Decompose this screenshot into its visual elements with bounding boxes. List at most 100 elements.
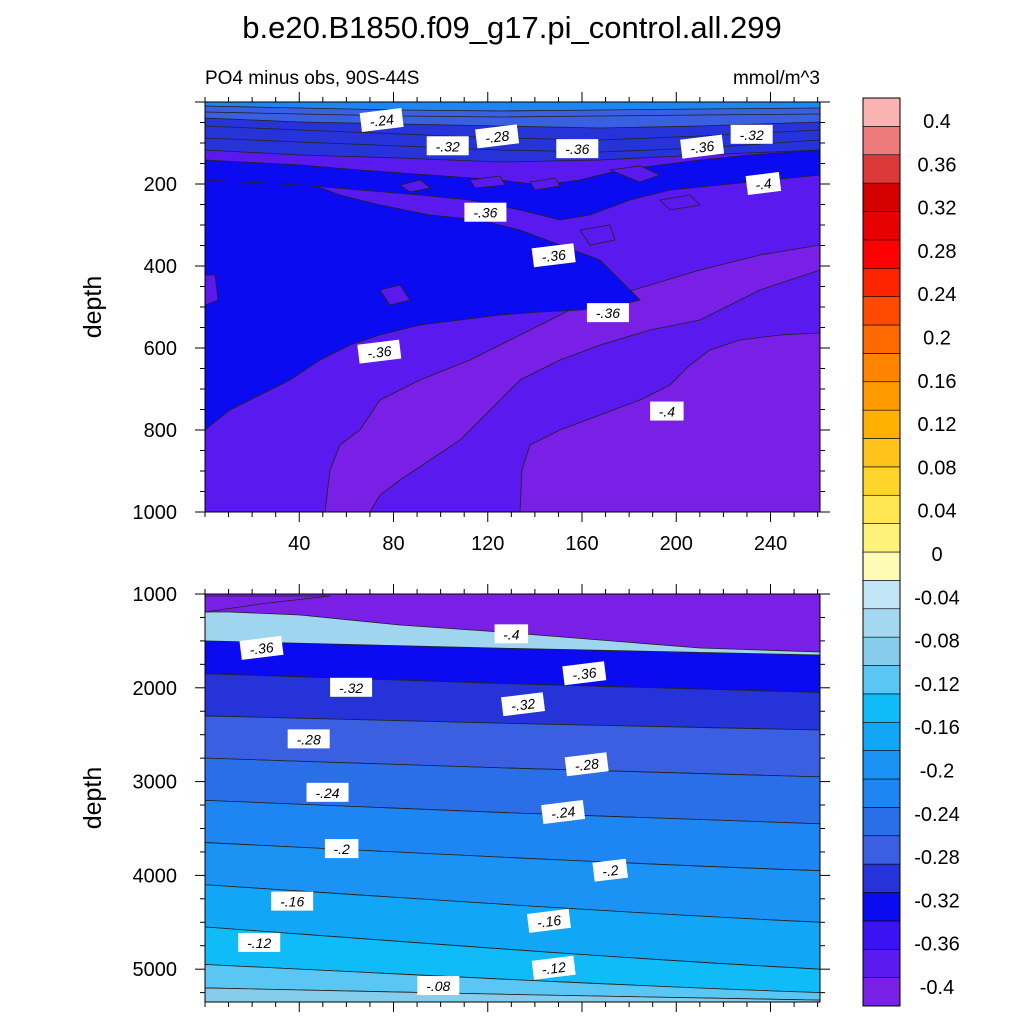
- contour-label: -.32: [426, 136, 469, 156]
- contour-label-text: -.2: [601, 862, 619, 880]
- contour-label-bg: [359, 107, 404, 132]
- contour-label-text: -.28: [574, 755, 600, 774]
- colorbar-label: 0.2: [923, 328, 951, 350]
- contour-label: -.4: [650, 401, 684, 421]
- contour-label-bg: [501, 692, 546, 717]
- colorbar-swatch: [862, 126, 901, 156]
- colorbar-label: 0.12: [918, 414, 957, 436]
- contour-label-bg: [730, 124, 773, 144]
- colorbar-label: 0.4: [923, 111, 951, 133]
- bot-contour-bands: [205, 640, 820, 1002]
- colorbar-swatch: [862, 466, 901, 496]
- colorbar-swatch: [862, 409, 901, 439]
- contour-label-text: -.36: [571, 664, 597, 683]
- contour-label: -.36: [464, 202, 507, 222]
- contour-label: -.2: [592, 858, 629, 882]
- contour-label: -.36: [680, 134, 725, 159]
- y-tick-label: 5000: [133, 959, 178, 981]
- lower-panel: -.36 -.4 -.36 -.32 -.32 -.28 -.28 -.24 -.24 -.2 -.…: [79, 584, 830, 1012]
- y-tick-label: 200: [144, 174, 177, 196]
- contour-label-text: -.4: [754, 175, 772, 193]
- contour-label-text: -.36: [689, 138, 715, 157]
- colorbar-swatch: [862, 551, 901, 581]
- colorbar: -0.4 -0.36 -0.32 -0.28 -0.24 -0.2 -0.16 -0.12 -0…: [862, 97, 960, 1007]
- contour-label-text: -.08: [426, 978, 450, 994]
- contour-label-bg: [531, 955, 576, 980]
- contour-label-text: -.12: [247, 935, 271, 951]
- contour-label-bg: [330, 677, 373, 697]
- colorbar-label: -0.24: [914, 804, 960, 826]
- upper-panel: -.24 -.32 -.28 -.36 -.36 -.32 -.4 -.36 -.36 -.36 -…: [79, 92, 830, 555]
- colorbar-label: -0.4: [920, 977, 954, 999]
- colorbar-label: 0.36: [918, 154, 957, 176]
- contour-label: -.08: [417, 976, 460, 996]
- contour-band: [205, 987, 820, 1002]
- contour-label: -.28: [564, 752, 609, 777]
- colorbar-swatch: [862, 977, 901, 1007]
- contour-label-text: -.36: [249, 639, 275, 658]
- bot-purple-sliver: [205, 595, 331, 613]
- colorbar-label: -0.08: [914, 631, 960, 653]
- contour-label: -.12: [238, 932, 281, 952]
- contour-label-text: -.36: [473, 205, 497, 221]
- contour-label: -.32: [501, 692, 546, 717]
- contour-label: -.16: [526, 908, 571, 933]
- contour-label-text: -.28: [484, 127, 510, 146]
- top-contour-labels: -.24 -.32 -.28 -.36 -.36 -.32 -.4 -.36 -.36 -.36 -…: [357, 107, 782, 421]
- colorbar-label: 0.04: [918, 501, 957, 523]
- contour-label-bg: [238, 932, 281, 952]
- contour-label: -.36: [239, 635, 284, 660]
- x-tick-label: 160: [565, 533, 598, 555]
- colorbar-swatch: [862, 438, 901, 468]
- colorbar-swatch: [862, 381, 901, 411]
- contour-label-text: -.24: [550, 803, 576, 822]
- colorbar-swatch: [862, 863, 901, 893]
- contour-label-text: -.28: [297, 731, 321, 747]
- contour-label: -.16: [271, 891, 314, 911]
- contour-label-bg: [417, 976, 460, 996]
- contour-label-text: -.12: [541, 959, 567, 978]
- contour-label: -.24: [306, 782, 349, 802]
- x-tick-label: 200: [660, 533, 693, 555]
- contour-label-text: -.24: [315, 785, 339, 801]
- y-tick-label: 2000: [133, 678, 178, 700]
- contour-label-text: -.36: [541, 246, 567, 265]
- colorbar-swatch: [862, 948, 901, 978]
- colorbar-swatch: [862, 353, 901, 383]
- contour-label-text: -.32: [510, 695, 536, 714]
- contour-label-bg: [531, 243, 576, 268]
- colorbar-swatch: [862, 494, 901, 524]
- contour-label-bg: [324, 839, 359, 859]
- colorbar-label: 0.08: [918, 457, 957, 479]
- contour-label-bg: [287, 729, 330, 749]
- contour-label-bg: [526, 908, 571, 933]
- contour-label: -.4: [494, 624, 529, 644]
- colorbar-frame: [862, 97, 901, 1007]
- y-tick-label: 800: [144, 420, 177, 442]
- contour-label: -.36: [531, 243, 576, 268]
- contour-label: -.32: [730, 124, 773, 144]
- x-tick-label: 40: [288, 533, 310, 555]
- top-y-axis-label: depth: [79, 276, 107, 339]
- contour-label-bg: [562, 661, 607, 686]
- bot-contour-labels: -.36 -.4 -.36 -.32 -.32 -.28 -.28 -.24 -.24 -.2 -.…: [238, 624, 629, 996]
- colorbar-label: 0: [931, 544, 942, 566]
- bot-plot-frame: [204, 593, 821, 1003]
- y-tick-label: 1000: [133, 502, 178, 524]
- contour-label-text: -.4: [659, 404, 676, 420]
- colorbar-label: -0.28: [914, 847, 960, 869]
- contour-label-text: -.36: [366, 343, 392, 362]
- colorbar-swatch: [862, 296, 901, 326]
- colorbar-swatch: [862, 636, 901, 666]
- contour-label: -.36: [562, 661, 607, 686]
- contour-label-text: -.24: [369, 111, 395, 130]
- chart-subtitle: PO4 minus obs, 90S-44S: [205, 68, 419, 89]
- bot-y-axis-label: depth: [79, 767, 107, 830]
- colorbar-swatch: [862, 835, 901, 865]
- colorbar-swatch: [862, 154, 901, 184]
- colorbar-swatch: [862, 97, 901, 127]
- contour-label-text: -.16: [536, 912, 562, 931]
- contour-label-bg: [464, 202, 507, 222]
- colorbar-label: -0.12: [914, 674, 960, 696]
- contour-label-bg: [564, 752, 609, 777]
